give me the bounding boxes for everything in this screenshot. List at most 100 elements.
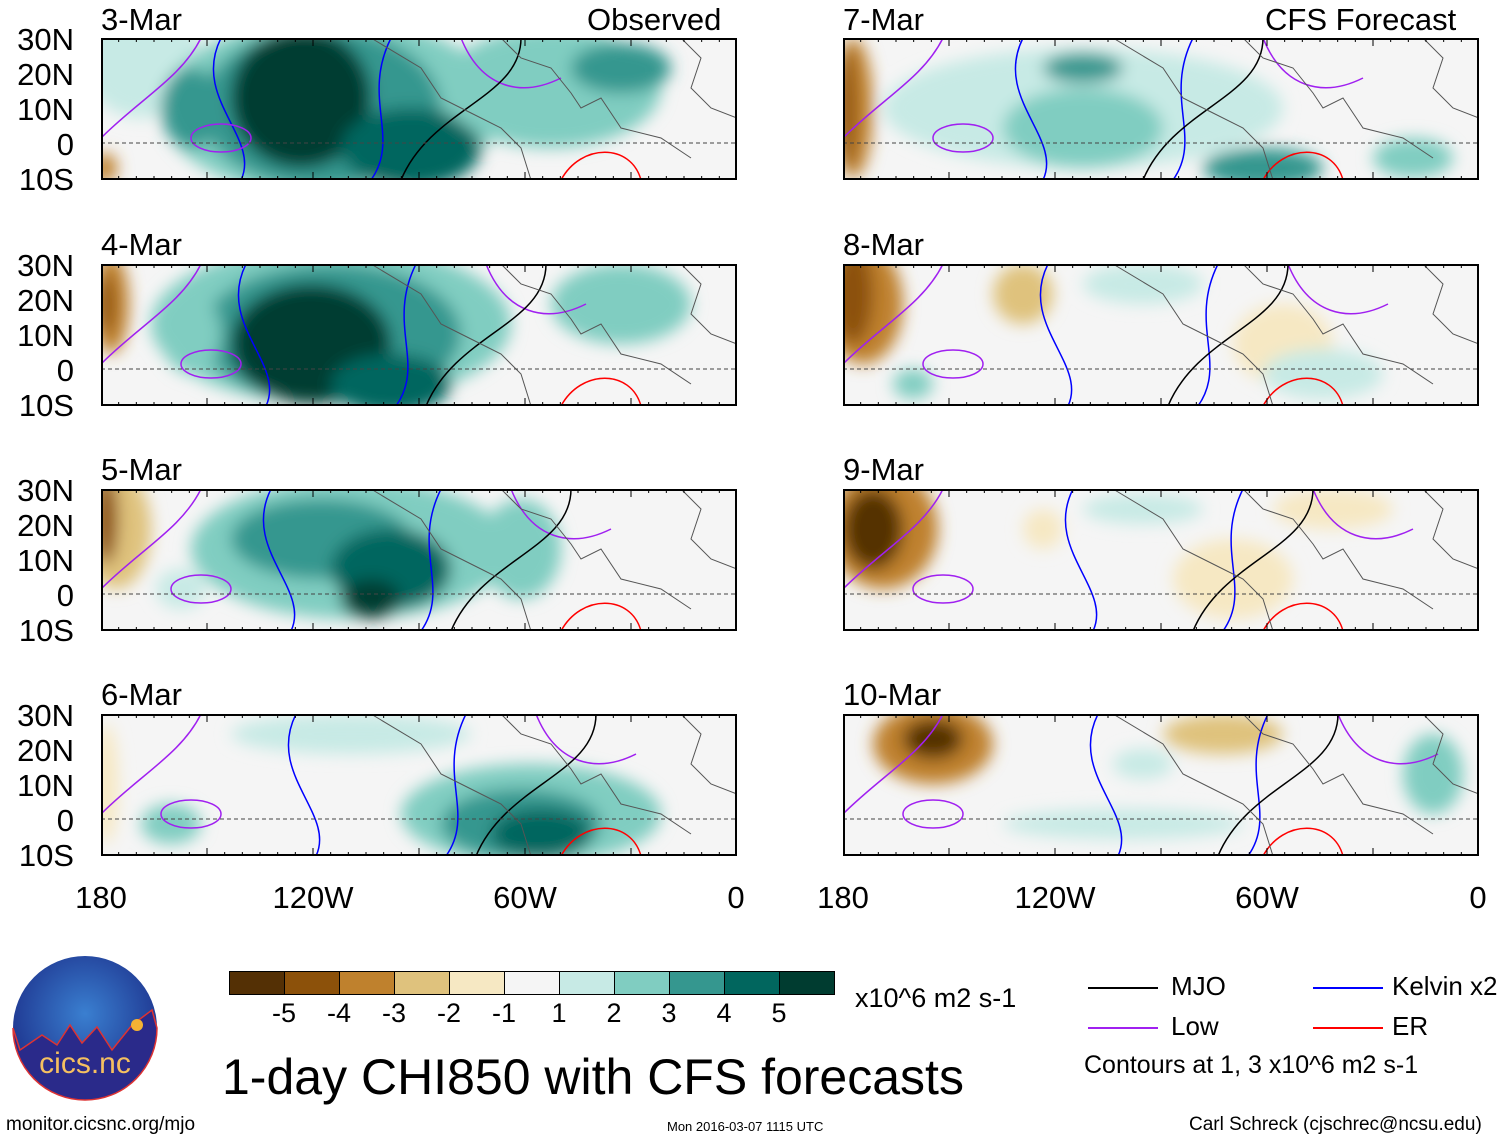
anomaly-region [1023, 509, 1063, 549]
kelvin-contour [1014, 38, 1048, 180]
low-contour [535, 714, 637, 765]
colorbar-tick-label: 5 [771, 998, 787, 1028]
lat-label: 10S [18, 838, 74, 873]
anomaly-region [1373, 138, 1453, 178]
legend-mjo: MJO [1171, 971, 1226, 1001]
anomaly-region [481, 499, 561, 599]
panel-date-title: 3-Mar [101, 2, 182, 37]
anomaly-region [843, 48, 855, 168]
panel-label-forecast: CFS Forecast [1265, 2, 1457, 37]
mjo-contour [400, 38, 522, 180]
panel-date-title: 6-Mar [101, 677, 182, 712]
low-contour [1337, 714, 1439, 765]
footer-credit: Carl Schreck (cjschrec@ncsu.edu) [1189, 1114, 1482, 1135]
lat-label: 10S [18, 613, 74, 648]
anomaly-region [1043, 53, 1123, 83]
map-panel [101, 38, 737, 180]
colorbar-swatch [505, 972, 560, 994]
lat-label: 10S [18, 388, 74, 423]
footer-url[interactable]: monitor.cicsnc.org/mjo [6, 1114, 196, 1135]
kelvin-contour [445, 714, 467, 856]
lat-label: 0 [56, 127, 74, 162]
colorbar-swatch [340, 972, 395, 994]
er-contour [560, 151, 642, 180]
colorbar-tick-label: 3 [661, 998, 677, 1028]
colorbar-tick-label: -1 [491, 998, 517, 1028]
anomaly-region [1003, 809, 1243, 839]
kelvin-contour [287, 714, 321, 856]
kelvin-contour [370, 38, 392, 180]
colorbar-swatch [780, 972, 834, 994]
panel-label-observed: Observed [587, 2, 722, 37]
lat-label: 30N [17, 22, 74, 57]
figure-title: 1-day CHI850 with CFS forecasts [222, 1049, 964, 1105]
colorbar-swatch [560, 972, 615, 994]
colorbar-tick-label: 1 [551, 998, 567, 1028]
kelvin-contour [1089, 714, 1123, 856]
er-contour [1262, 827, 1344, 856]
legend-er-line [1313, 1027, 1383, 1029]
lat-label: 20N [17, 508, 74, 543]
lat-label: 0 [56, 578, 74, 613]
low-contour [101, 714, 202, 815]
lat-label: 0 [56, 353, 74, 388]
lat-label: 20N [17, 57, 74, 92]
anomaly-region [231, 714, 471, 754]
lon-label: 120W [1014, 880, 1096, 915]
legend-kelvin: Kelvin x2 [1392, 971, 1498, 1001]
colorbar-tick-label: -2 [436, 998, 462, 1028]
low-contour [460, 38, 562, 89]
anomaly-region [1083, 264, 1203, 304]
colorbar-swatch [230, 972, 285, 994]
panel-date-title: 10-Mar [843, 677, 942, 712]
map-panel [101, 264, 737, 406]
er-contour [1262, 151, 1344, 180]
low-contour [190, 123, 252, 153]
anomaly-region [1113, 749, 1173, 779]
mjo-contour [1192, 489, 1314, 631]
anomaly-region [101, 489, 118, 564]
anomaly-region [231, 38, 371, 168]
coastline [370, 489, 737, 631]
colorbar-swatch [615, 972, 670, 994]
anomaly-region [893, 369, 933, 399]
panel-date-title: 8-Mar [843, 227, 924, 262]
legend-mjo-line [1088, 987, 1158, 989]
kelvin-contour [1197, 264, 1219, 406]
low-contour [1312, 489, 1414, 540]
anomaly-region [156, 569, 206, 609]
low-contour [160, 799, 222, 829]
anomaly-region [1263, 349, 1383, 399]
er-contour [1262, 377, 1344, 406]
low-contour [912, 574, 974, 604]
map-panel [843, 264, 1479, 406]
coastline [1112, 38, 1479, 180]
legend-er: ER [1392, 1011, 1429, 1041]
lat-label: 20N [17, 733, 74, 768]
anomaly-region [903, 719, 963, 759]
coastline [1112, 714, 1479, 856]
colorbar-tick-label: 4 [716, 998, 732, 1028]
colorbar-tick-label: 2 [606, 998, 622, 1028]
kelvin-contour [262, 489, 296, 631]
low-contour [170, 574, 232, 604]
low-contour [843, 264, 944, 365]
kelvin-contour [395, 264, 417, 406]
panel-date-title: 7-Mar [843, 2, 924, 37]
anomaly-region [1203, 148, 1323, 180]
colorbar-swatch [725, 972, 780, 994]
er-contour [560, 602, 642, 631]
colorbar-tick-label: -3 [381, 998, 407, 1028]
colorbar [229, 971, 835, 995]
er-contour [560, 827, 642, 856]
lon-label: 180 [817, 880, 869, 915]
colorbar-swatch [670, 972, 725, 994]
colorbar-swatch [450, 972, 505, 994]
mjo-contour [475, 714, 597, 856]
colorbar-tick-label: -4 [326, 998, 352, 1028]
anomaly-region [101, 724, 118, 844]
anomaly-region [843, 264, 873, 344]
low-contour [101, 38, 202, 139]
map-panel [843, 38, 1479, 180]
map-panel [101, 714, 737, 856]
